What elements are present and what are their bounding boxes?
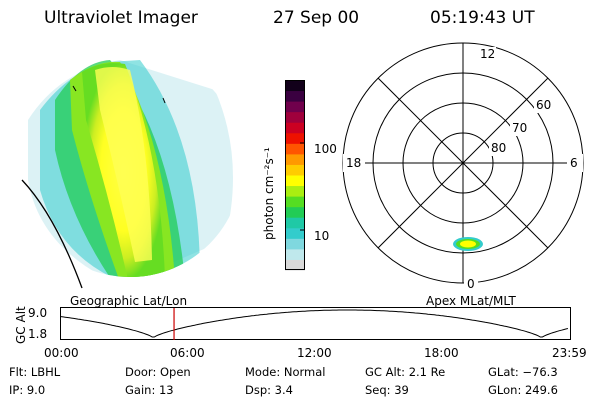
status-gcalt: GC Alt: 2.1 Re	[365, 365, 446, 379]
orbit-xtick-2: 12:00	[297, 346, 332, 360]
lat-60-label: 60	[536, 98, 552, 112]
orbit-xtick-4: 23:59	[552, 346, 587, 360]
apex-label: Apex MLat/MLT	[426, 294, 516, 308]
colorbar-band	[285, 143, 305, 155]
colorbar-band	[285, 101, 305, 113]
colorbar-band	[285, 164, 305, 176]
orbit-frame	[60, 307, 571, 340]
date-label: 27 Sep 00	[273, 8, 360, 28]
orbit-ytick-bottom: 1.8	[28, 327, 48, 341]
status-mode: Mode: Normal	[245, 365, 326, 379]
lat-80-label: 80	[491, 141, 507, 155]
colorbar-band	[285, 111, 305, 123]
colorbar-band	[285, 80, 305, 92]
colorbar-band	[285, 90, 305, 102]
status-gain: Gain: 13	[125, 383, 174, 397]
colorbar-band	[285, 248, 305, 260]
status-ip: IP: 9.0	[9, 383, 46, 397]
status-seq: Seq: 39	[365, 383, 409, 397]
status-flt: Flt: LBHL	[9, 365, 61, 379]
colorbar-band	[285, 196, 305, 208]
mlt-18-label: 18	[346, 156, 362, 170]
colorbar-band	[285, 238, 305, 250]
colorbar-band	[285, 217, 305, 229]
colorbar-tick-100: 100	[314, 142, 337, 156]
geographic-label: Geographic Lat/Lon	[70, 294, 188, 308]
colorbar-band	[285, 153, 305, 165]
status-glat: GLat: −76.3	[488, 365, 558, 379]
orbit-ylabel: GC Alt	[14, 306, 28, 344]
status-glon: GLon: 249.6	[488, 383, 558, 397]
mlt-0-label: 0	[467, 277, 475, 291]
colorbar-band	[285, 206, 305, 218]
instrument-title: Ultraviolet Imager	[44, 8, 198, 28]
colorbar-band	[285, 227, 305, 239]
mlt-6-label: 6	[570, 156, 578, 170]
orbit-xtick-1: 06:00	[170, 346, 205, 360]
colorbar-frame	[285, 80, 305, 270]
mlt-12-label: 12	[480, 47, 496, 61]
colorbar-band	[285, 122, 305, 134]
time-label: 05:19:43 UT	[430, 8, 535, 28]
colorbar	[285, 80, 305, 271]
colorbar-band	[285, 259, 305, 271]
colorbar-band	[285, 185, 305, 197]
colorbar-band	[285, 175, 305, 187]
orbit-altitude-plot	[60, 307, 571, 340]
orbit-ytick-top: 9.0	[28, 306, 48, 320]
colorbar-band	[285, 132, 305, 144]
colorbar-tick-10: 10	[314, 229, 330, 243]
lat-70-label: 70	[512, 121, 528, 135]
orbit-xtick-0: 00:00	[44, 346, 79, 360]
status-dsp: Dsp: 3.4	[245, 383, 293, 397]
colorbar-unit-label: photon cm⁻²s⁻¹	[262, 147, 276, 240]
status-door: Door: Open	[125, 365, 191, 379]
orbit-curve	[60, 309, 569, 338]
orbit-xtick-3: 18:00	[424, 346, 459, 360]
